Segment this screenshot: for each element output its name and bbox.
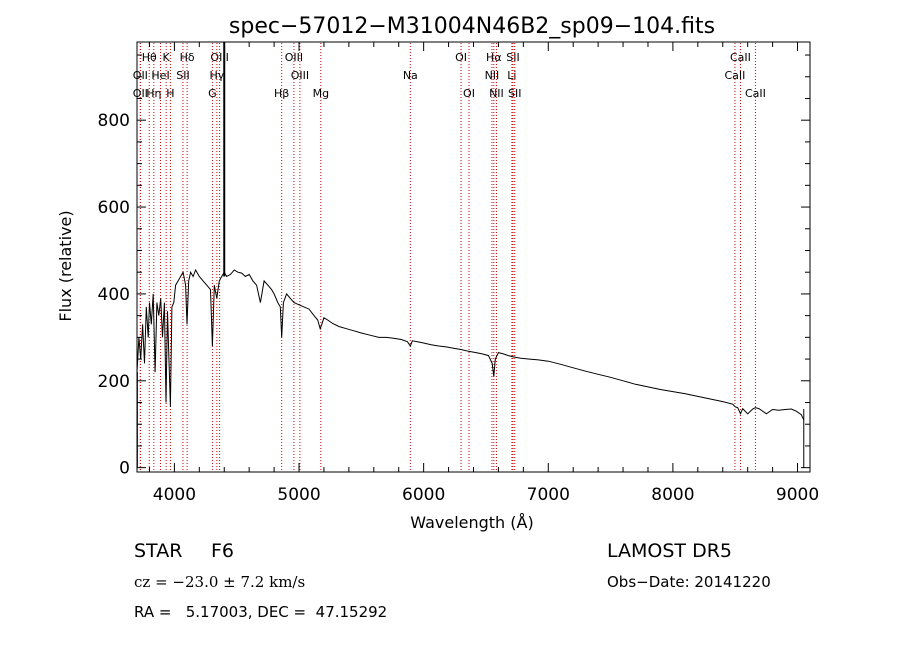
x-tick-label-9000: 9000 <box>776 485 819 505</box>
line-marker-label-16: Na <box>403 69 418 82</box>
line-marker-label-14: Hβ <box>274 87 289 100</box>
x-tick-label-5000: 5000 <box>277 485 320 505</box>
line-marker-label-7: Hδ <box>180 51 195 64</box>
y-tick-label-800: 800 <box>98 111 130 131</box>
survey-name: LAMOST DR5 <box>607 540 732 562</box>
y-tick-label-600: 600 <box>98 198 130 218</box>
line-marker-label-26: CaII <box>725 69 746 82</box>
line-marker-label-11: G <box>208 87 217 100</box>
line-marker-label-27: CaII <box>745 87 766 100</box>
line-marker-label-21: NII <box>489 87 504 100</box>
line-marker-label-9: OIII <box>210 51 228 64</box>
line-marker-label-17: OI <box>455 51 467 64</box>
line-marker-label-8: SII <box>176 69 189 82</box>
observation-date: Obs−Date: 20141220 <box>607 573 771 591</box>
line-marker-label-10: Hγ <box>209 69 224 82</box>
y-tick-label-400: 400 <box>98 285 130 305</box>
line-marker-label-0: Hθ <box>142 51 157 64</box>
object-subclass: F6 <box>211 540 235 562</box>
chart-title: spec−57012−M31004N46B2_sp09−104.fits <box>229 14 715 39</box>
line-marker-label-12: OIII <box>285 51 303 64</box>
y-tick-label-200: 200 <box>98 372 130 392</box>
line-marker-label-19: Hα <box>486 51 502 64</box>
line-marker-label-18: OI <box>463 87 475 100</box>
line-marker-label-4: K <box>163 51 171 64</box>
line-marker-label-23: Li <box>507 69 516 82</box>
plot-frame <box>136 41 811 473</box>
spectrum-line <box>136 268 805 421</box>
line-marker-label-20: NII <box>485 69 500 82</box>
x-axis: 4000 5000 6000 7000 8000 9000 <box>148 42 819 505</box>
line-marker-label-15: Mg <box>313 87 329 100</box>
redshift-velocity: cz = −23.0 ± 7.2 km/s <box>134 573 306 591</box>
line-marker-label-22: SII <box>506 51 519 64</box>
line-marker-label-6: H <box>166 87 174 100</box>
y-axis-label: Flux (relative) <box>56 210 75 321</box>
line-marker-label-13: OIII <box>291 69 309 82</box>
x-tick-label-7000: 7000 <box>527 485 570 505</box>
x-tick-label-8000: 8000 <box>651 485 694 505</box>
object-class: STAR <box>134 540 183 562</box>
spectrum-plot <box>136 42 805 468</box>
coordinates: RA = 5.17003, DEC = 47.15292 <box>134 603 388 621</box>
y-tick-label-0: 0 <box>119 459 130 479</box>
line-marker-label-25: CaII <box>730 51 751 64</box>
line-marker-label-24: SII <box>508 87 521 100</box>
x-tick-label-6000: 6000 <box>402 485 445 505</box>
y-axis: 0 200 400 600 800 <box>98 54 810 479</box>
x-axis-label: Wavelength (Å) <box>410 513 533 532</box>
line-marker-label-3: Hη <box>146 87 161 100</box>
line-marker-label-5: HeI <box>151 69 169 82</box>
x-tick-label-4000: 4000 <box>153 485 196 505</box>
